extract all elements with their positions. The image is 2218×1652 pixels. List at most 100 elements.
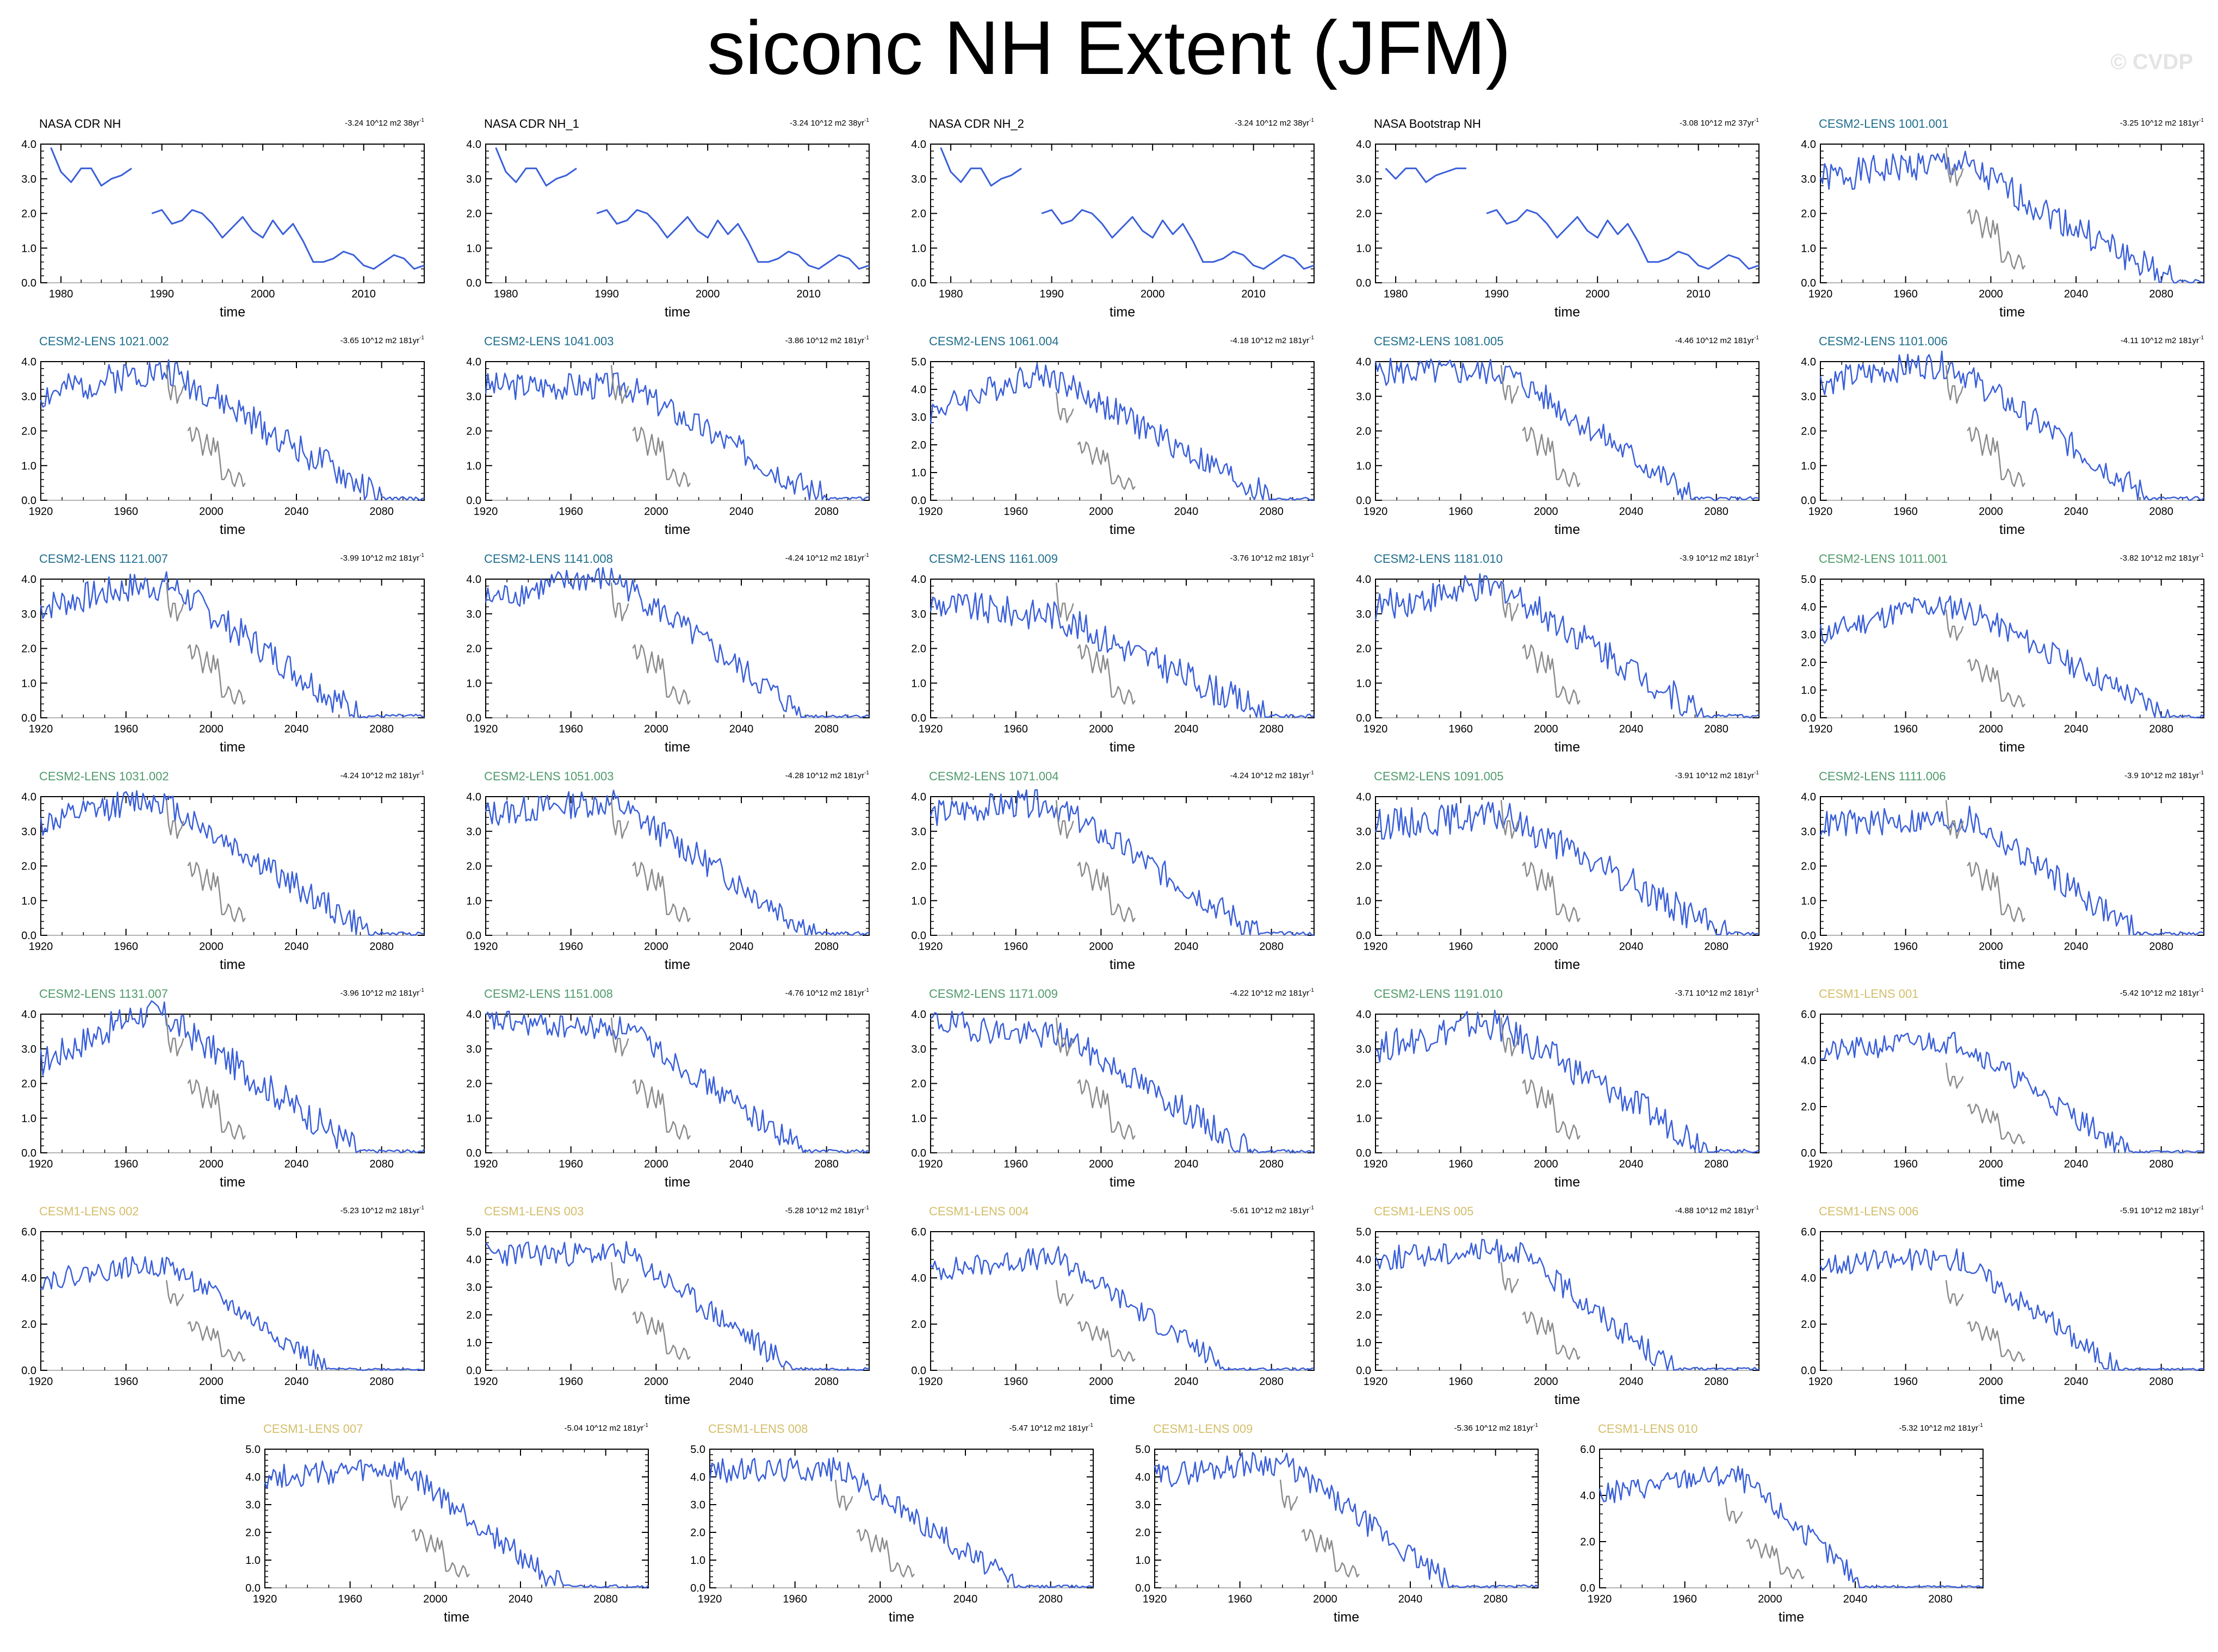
panel-title: CESM1-LENS 004 bbox=[929, 1204, 1029, 1218]
panel-title: CESM2-LENS 1131.007 bbox=[39, 987, 168, 1001]
x-tick-label: 1960 bbox=[1893, 1158, 1918, 1170]
x-tick-label: 2000 bbox=[1534, 1158, 1558, 1170]
obs-overlay-line bbox=[165, 1280, 246, 1362]
y-tick-label: 3.0 bbox=[466, 173, 481, 185]
y-tick-label: 2.0 bbox=[911, 439, 926, 451]
obs-series-line bbox=[50, 147, 425, 270]
x-tick-label: 1920 bbox=[698, 1593, 722, 1605]
y-tick-label: 5.0 bbox=[1135, 1444, 1150, 1456]
y-tick-label: 2.0 bbox=[1801, 861, 1816, 873]
x-axis-label: time bbox=[1554, 1392, 1580, 1406]
x-axis-label: time bbox=[1554, 305, 1580, 318]
x-tick-label: 1920 bbox=[919, 506, 943, 518]
x-tick-label: 2040 bbox=[729, 506, 754, 518]
x-tick-label: 2000 bbox=[1313, 1593, 1337, 1605]
x-tick-label: 1960 bbox=[114, 506, 138, 518]
chart-panel: CESM2-LENS 1181.010 -3.9 10^12 m2 181yr-1… bbox=[1356, 552, 1759, 753]
trend-label: -5.36 10^12 m2 181yr-1 bbox=[1454, 1423, 1539, 1433]
y-tick-label: 4.0 bbox=[466, 1254, 481, 1266]
x-tick-label: 1980 bbox=[494, 288, 518, 300]
x-tick-label: 2000 bbox=[1089, 506, 1113, 518]
plot-frame bbox=[485, 1014, 870, 1153]
plot-frame bbox=[1375, 1014, 1759, 1153]
chart-panel: CESM1-LENS 009 -5.36 10^12 m2 181yr-10.01… bbox=[1135, 1422, 1539, 1623]
y-tick-label: 4.0 bbox=[1356, 1009, 1371, 1021]
x-tick-label: 2080 bbox=[2149, 1158, 2173, 1170]
x-tick-label: 2040 bbox=[1843, 1593, 1868, 1605]
x-tick-label: 1960 bbox=[1893, 1376, 1918, 1388]
y-tick-label: 0.0 bbox=[690, 1582, 705, 1594]
panel-title: NASA CDR NH_1 bbox=[484, 117, 579, 131]
y-tick-label: 4.0 bbox=[21, 791, 36, 803]
x-tick-label: 1920 bbox=[29, 1158, 53, 1170]
x-tick-label: 1920 bbox=[474, 506, 498, 518]
x-tick-label: 1960 bbox=[1448, 723, 1473, 735]
x-tick-label: 1920 bbox=[1364, 723, 1388, 735]
obs-overlay-line bbox=[610, 365, 691, 487]
y-tick-label: 4.0 bbox=[1135, 1471, 1150, 1483]
x-tick-label: 1920 bbox=[474, 941, 498, 953]
x-tick-label: 2040 bbox=[1174, 506, 1199, 518]
x-tick-label: 1980 bbox=[49, 288, 73, 300]
y-tick-label: 1.0 bbox=[466, 1337, 481, 1349]
obs-overlay-line bbox=[165, 800, 246, 922]
plot-frame bbox=[40, 144, 425, 283]
chart-panel: NASA Bootstrap NH -3.08 10^12 m2 37yr-1 0.… bbox=[1356, 117, 1759, 318]
obs-overlay-line bbox=[1945, 365, 2026, 487]
y-tick-label: 1.0 bbox=[466, 1113, 481, 1125]
x-tick-label: 1980 bbox=[939, 288, 963, 300]
y-tick-label: 0.0 bbox=[21, 277, 36, 289]
y-tick-label: 2.0 bbox=[21, 1319, 36, 1331]
x-axis-label: time bbox=[665, 740, 690, 753]
plot-frame bbox=[1599, 1449, 1984, 1588]
y-tick-label: 1.0 bbox=[1356, 895, 1371, 907]
y-tick-label: 3.0 bbox=[21, 173, 36, 185]
x-tick-label: 2080 bbox=[2149, 506, 2173, 518]
plot-frame bbox=[1820, 796, 2204, 936]
x-tick-label: 1960 bbox=[1448, 941, 1473, 953]
y-tick-label: 2.0 bbox=[21, 426, 36, 438]
model-series-line bbox=[1154, 1451, 1539, 1589]
y-tick-label: 1.0 bbox=[911, 895, 926, 907]
y-tick-label: 0.0 bbox=[1801, 277, 1816, 289]
y-tick-label: 2.0 bbox=[21, 861, 36, 873]
x-tick-label: 2000 bbox=[644, 1158, 668, 1170]
y-tick-label: 2.0 bbox=[911, 861, 926, 873]
y-tick-label: 6.0 bbox=[21, 1226, 36, 1238]
x-tick-label: 2080 bbox=[1259, 723, 1284, 735]
x-tick-label: 2040 bbox=[1619, 506, 1644, 518]
trend-label: -3.76 10^12 m2 181yr-1 bbox=[1230, 552, 1315, 563]
y-tick-label: 0.0 bbox=[911, 1147, 926, 1159]
y-tick-label: 3.0 bbox=[1801, 173, 1816, 185]
plot-frame bbox=[40, 1014, 425, 1153]
panel-title: CESM2-LENS 1121.007 bbox=[39, 552, 168, 566]
y-tick-label: 1.0 bbox=[1356, 460, 1371, 472]
chart-panel: CESM2-LENS 1081.005 -4.46 10^12 m2 181yr-… bbox=[1356, 334, 1759, 536]
x-tick-label: 2000 bbox=[1089, 941, 1113, 953]
y-tick-label: 2.0 bbox=[1356, 1078, 1371, 1090]
y-tick-label: 5.0 bbox=[466, 1226, 481, 1238]
y-tick-label: 0.0 bbox=[1356, 277, 1371, 289]
panel-title: CESM1-LENS 009 bbox=[1153, 1422, 1253, 1436]
panel-title: CESM2-LENS 1051.003 bbox=[484, 769, 614, 783]
plot-frame bbox=[40, 579, 425, 718]
y-tick-label: 4.0 bbox=[466, 1009, 481, 1021]
y-tick-label: 3.0 bbox=[1801, 391, 1816, 403]
x-tick-label: 2000 bbox=[199, 1376, 224, 1388]
page-title: siconc NH Extent (JFM) bbox=[707, 5, 1511, 90]
y-tick-label: 3.0 bbox=[911, 173, 926, 185]
y-tick-label: 6.0 bbox=[1580, 1444, 1595, 1456]
x-tick-label: 1920 bbox=[1364, 1158, 1388, 1170]
y-tick-label: 0.0 bbox=[1356, 712, 1371, 724]
x-tick-label: 1960 bbox=[559, 1158, 583, 1170]
chart-panel: CESM2-LENS 1111.006 -3.9 10^12 m2 181yr-1… bbox=[1801, 769, 2204, 971]
chart-panel: CESM1-LENS 003 -5.28 10^12 m2 181yr-10.01… bbox=[466, 1204, 870, 1406]
y-tick-label: 4.0 bbox=[1356, 139, 1371, 151]
x-tick-label: 2080 bbox=[369, 941, 394, 953]
model-series-line bbox=[1374, 1239, 1759, 1371]
y-tick-label: 1.0 bbox=[245, 1555, 261, 1567]
x-tick-label: 1920 bbox=[919, 1158, 943, 1170]
y-tick-label: 3.0 bbox=[466, 826, 481, 838]
chart-panel: CESM2-LENS 1191.010 -3.71 10^12 m2 181yr-… bbox=[1356, 987, 1759, 1188]
plot-frame bbox=[709, 1449, 1094, 1588]
